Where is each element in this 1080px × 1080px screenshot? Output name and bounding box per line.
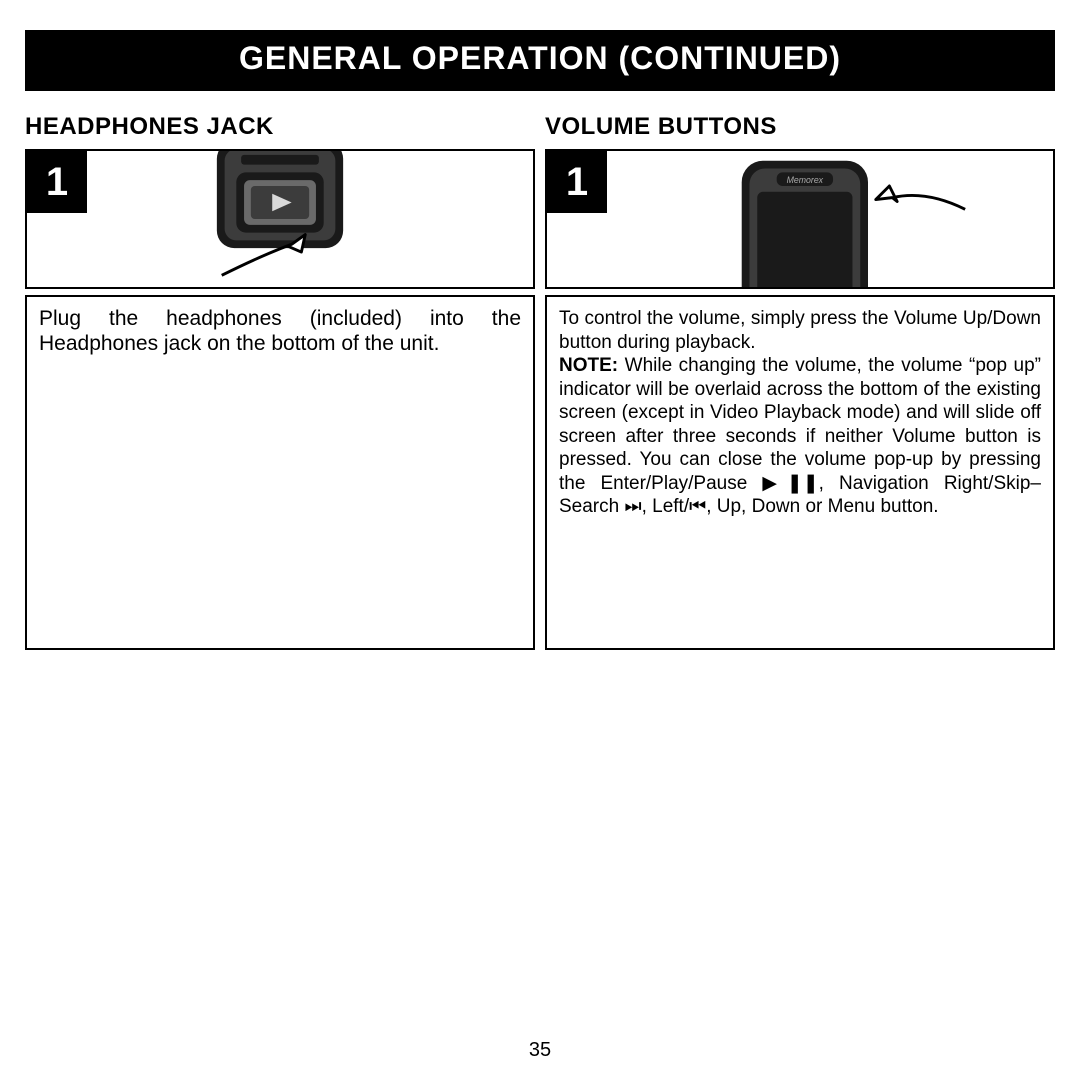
note-label: NOTE: <box>559 355 618 376</box>
right-heading: VOLUME BUTTONS <box>545 113 1055 141</box>
right-column: VOLUME BUTTONS 1 Memorex <box>545 113 1055 650</box>
note-body: While changing the volume, the volume “p… <box>559 355 1041 517</box>
left-column: HEADPHONES JACK 1 <box>25 113 535 650</box>
device-bottom-icon <box>27 151 533 287</box>
right-figure: 1 Memorex <box>545 149 1055 289</box>
left-step-badge: 1 <box>27 151 87 213</box>
left-body-text: Plug the headphones (included) into the … <box>39 307 521 357</box>
right-step-badge: 1 <box>547 151 607 213</box>
left-text-box: Plug the headphones (included) into the … <box>25 295 535 650</box>
right-body-intro: To control the volume, simply press the … <box>559 307 1041 354</box>
right-text-box: To control the volume, simply press the … <box>545 295 1055 650</box>
svg-text:Memorex: Memorex <box>787 175 824 185</box>
left-figure: 1 <box>25 149 535 289</box>
page-number: 35 <box>0 1039 1080 1062</box>
left-heading: HEADPHONES JACK <box>25 113 535 141</box>
page-title: GENERAL OPERATION (CONTINUED) <box>25 30 1055 91</box>
device-top-icon: Memorex <box>547 151 1053 287</box>
right-note: NOTE: While changing the volume, the vol… <box>559 354 1041 519</box>
